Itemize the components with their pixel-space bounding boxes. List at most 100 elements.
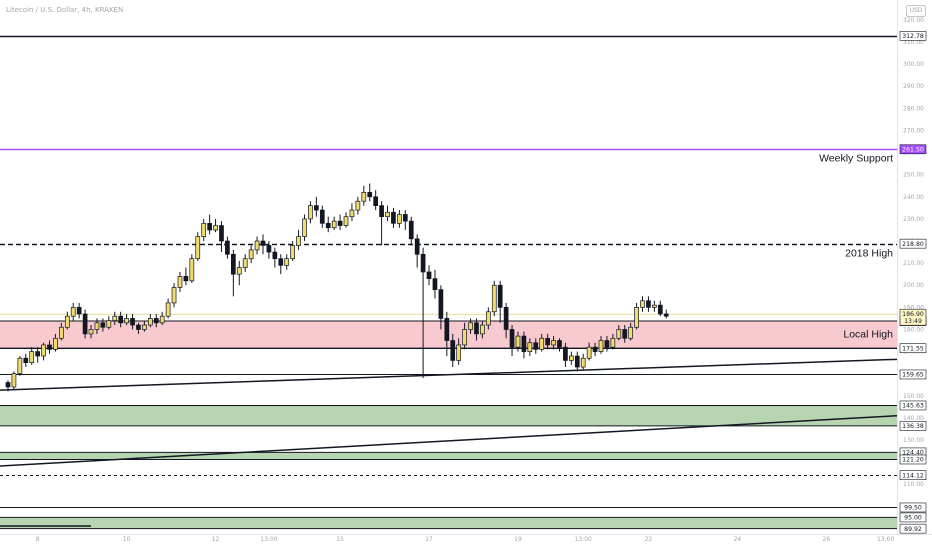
candle-down	[47, 344, 52, 350]
candle-up	[17, 357, 23, 375]
candle-down	[379, 205, 384, 218]
price-tick-label: 130.00	[903, 437, 924, 444]
candle-up	[628, 326, 634, 339]
trendline-1	[0, 414, 898, 467]
candle-up	[189, 258, 195, 282]
time-tick-label: 12	[212, 536, 220, 543]
candle-up	[361, 192, 367, 202]
candle-up	[515, 335, 521, 348]
candle-up	[652, 304, 657, 308]
candle-down	[314, 205, 319, 211]
candle-up	[640, 300, 645, 308]
level-price-tag	[899, 343, 927, 353]
price-tags-layer: 183.81145.63136.38124.40121.2095.0089.92…	[899, 31, 927, 534]
time-axis[interactable]: 8101213:0015171913:0022242613:00Mar3512:…	[36, 536, 932, 543]
candle-up	[165, 302, 171, 317]
candle-up	[580, 357, 586, 368]
candle-up	[64, 315, 70, 328]
candle-up	[147, 318, 153, 326]
currency-badge[interactable]: USD	[906, 5, 926, 17]
candle-down	[35, 351, 41, 357]
level-price-tag-text: 312.78	[902, 33, 924, 40]
zone-price-tag	[899, 523, 927, 534]
candle-down	[657, 304, 663, 315]
candle-down	[592, 346, 598, 352]
level-price-tag	[899, 144, 927, 155]
candle-up	[254, 240, 260, 251]
zone-price-tag-text: 89.92	[904, 526, 922, 533]
candle-down	[563, 346, 568, 361]
zone-green-3	[0, 517, 897, 529]
candle-down	[325, 222, 331, 229]
candle-up	[634, 307, 639, 328]
price-tick-label: 190.00	[903, 304, 924, 311]
candle-down	[450, 340, 456, 361]
candle-up	[29, 351, 35, 363]
candle-down	[230, 253, 236, 275]
candle-up	[201, 222, 207, 237]
candle-down	[272, 251, 278, 260]
time-tick-label: 13:00	[260, 536, 277, 543]
local-high-label: Local High	[843, 329, 893, 341]
price-tick-label: 140.00	[903, 415, 924, 422]
candle-up	[171, 287, 177, 304]
candle-up	[124, 318, 129, 324]
zone-price-tag	[899, 512, 927, 523]
candle-down	[219, 225, 224, 242]
time-tick-label: 13:00	[877, 536, 894, 543]
candle-down	[533, 342, 539, 350]
price-tick-label: 210.00	[903, 260, 924, 267]
zone-green-1	[0, 405, 897, 426]
candle-up	[385, 211, 390, 218]
time-tick-label: 8	[36, 536, 40, 543]
candle-down	[260, 240, 266, 246]
candle-up	[598, 340, 604, 352]
candle-down	[266, 245, 272, 253]
candle-up	[397, 214, 402, 224]
candle-down	[373, 196, 379, 206]
candle-down	[408, 220, 414, 240]
level-price-tag	[899, 238, 927, 249]
candle-down	[391, 211, 396, 224]
zone-price-tag-text: 145.63	[902, 403, 924, 410]
candle-up	[539, 337, 545, 350]
level-price-tag	[899, 502, 927, 513]
price-tick-label: 300.00	[903, 61, 924, 68]
zone-price-tag-text: 95.00	[904, 515, 922, 522]
candle-up	[355, 200, 361, 211]
level-price-tag	[899, 470, 927, 480]
zone-price-tag	[899, 454, 927, 465]
high-2018-label: 2018 High	[845, 248, 893, 260]
price-tick-label: 110.00	[903, 481, 924, 488]
price-tick-label: 310.00	[903, 39, 924, 46]
candle-up	[331, 220, 337, 229]
time-tick-label: 17	[425, 536, 433, 543]
candle-down	[76, 307, 82, 315]
zone-price-tag-text: 121.20	[902, 457, 924, 464]
candle-down	[23, 357, 29, 363]
price-tick-label: 290.00	[903, 83, 924, 90]
time-tick-label: 19	[514, 536, 522, 543]
candle-down	[509, 329, 515, 348]
candle-up	[177, 276, 183, 288]
candle-up	[94, 322, 100, 330]
candle-down	[426, 271, 432, 279]
candle-down	[130, 318, 135, 326]
last-price-tag-text: 186.90	[902, 311, 924, 318]
price-tick-label: 240.00	[903, 194, 924, 201]
level-price-tag-text: 99.50	[904, 505, 922, 512]
level-price-tag-text: 114.12	[902, 472, 924, 479]
weekly-support-label: Weekly Support	[819, 153, 893, 165]
candle-down	[503, 307, 509, 330]
time-tick-label: 13:00	[575, 536, 592, 543]
candle-down	[622, 329, 628, 339]
candle-up	[551, 340, 556, 346]
candle-down	[278, 258, 284, 266]
candle-up	[213, 225, 218, 231]
price-tick-label: 180.00	[903, 326, 924, 333]
candle-up	[242, 258, 248, 268]
candle-down	[438, 289, 444, 319]
candle-down	[604, 340, 610, 348]
candle-up	[112, 315, 118, 321]
